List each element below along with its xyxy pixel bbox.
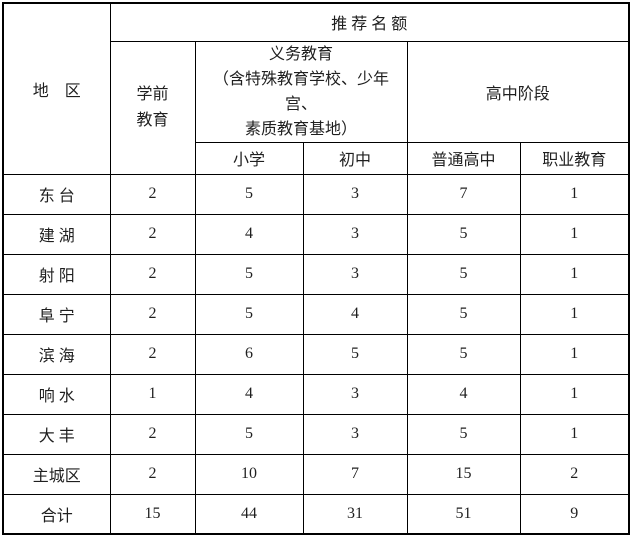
value-cell: 44	[194, 493, 304, 535]
table-row: 射 阳 2 5 3 5 1	[2, 253, 630, 295]
value-cell: 1	[519, 413, 630, 455]
region-cell: 东 台	[2, 173, 111, 215]
header-row-2: 学前 教育 义务教育 （含特殊教育学校、少年 宫、 素质教育基地） 高中阶段	[3, 40, 630, 175]
value-cell: 3	[302, 253, 408, 295]
value-cell: 4	[406, 373, 521, 415]
header-highschool-stage: 高中阶段	[406, 40, 630, 143]
header-quota: 推 荐 名 额	[109, 2, 630, 42]
value-cell: 1	[519, 213, 630, 255]
header-region: 地 区	[2, 2, 111, 175]
header-vocational: 职业教育	[519, 141, 630, 175]
value-cell: 5	[194, 413, 304, 455]
value-cell: 1	[519, 253, 630, 295]
value-cell: 5	[406, 333, 521, 375]
value-cell: 5	[194, 253, 304, 295]
value-cell: 51	[406, 493, 521, 535]
value-cell: 5	[406, 213, 521, 255]
header-junior-high: 初中	[302, 141, 408, 175]
value-cell: 1	[109, 373, 196, 415]
value-cell: 31	[302, 493, 408, 535]
region-cell: 射 阳	[2, 253, 111, 295]
header-primary-school: 小学	[194, 141, 304, 175]
value-cell: 2	[109, 213, 196, 255]
region-cell: 响 水	[2, 373, 111, 415]
header-preschool: 学前 教育	[109, 40, 196, 175]
region-cell: 大 丰	[2, 413, 111, 455]
region-cell: 滨 海	[2, 333, 111, 375]
value-cell: 2	[109, 173, 196, 215]
table-row: 大 丰 2 5 3 5 1	[2, 413, 630, 455]
value-cell: 4	[194, 213, 304, 255]
value-cell: 6	[194, 333, 304, 375]
value-cell: 5	[302, 333, 408, 375]
header-compulsory-education: 义务教育 （含特殊教育学校、少年 宫、 素质教育基地）	[194, 40, 408, 143]
table-row-total: 合计 15 44 31 51 9	[2, 493, 630, 535]
value-cell: 2	[519, 453, 630, 495]
value-cell: 3	[302, 373, 408, 415]
value-cell: 3	[302, 213, 408, 255]
value-cell: 2	[109, 253, 196, 295]
region-cell: 建 湖	[2, 213, 111, 255]
header-regular-high: 普通高中	[406, 141, 521, 175]
value-cell: 7	[406, 173, 521, 215]
value-cell: 5	[194, 173, 304, 215]
value-cell: 2	[109, 453, 196, 495]
table-row: 主城区 2 10 7 15 2	[2, 453, 630, 495]
value-cell: 5	[406, 413, 521, 455]
region-cell: 阜 宁	[2, 293, 111, 335]
table-row: 响 水 1 4 3 4 1	[2, 373, 630, 415]
value-cell: 2	[109, 413, 196, 455]
value-cell: 1	[519, 373, 630, 415]
table-row: 滨 海 2 6 5 5 1	[2, 333, 630, 375]
value-cell: 7	[302, 453, 408, 495]
value-cell: 1	[519, 173, 630, 215]
header-row-3: 小学 初中 普通高中 职业教育	[3, 141, 630, 175]
region-cell: 主城区	[2, 453, 111, 495]
value-cell: 5	[406, 293, 521, 335]
value-cell: 1	[519, 333, 630, 375]
value-cell: 2	[109, 333, 196, 375]
value-cell: 1	[519, 293, 630, 335]
value-cell: 3	[302, 413, 408, 455]
value-cell: 5	[194, 293, 304, 335]
value-cell: 4	[302, 293, 408, 335]
value-cell: 15	[109, 493, 196, 535]
table-row: 东 台 2 5 3 7 1	[2, 173, 630, 215]
value-cell: 15	[406, 453, 521, 495]
value-cell: 2	[109, 293, 196, 335]
table-row: 阜 宁 2 5 4 5 1	[2, 293, 630, 335]
header-row-1: 地 区 推 荐 名 额	[2, 2, 630, 175]
table-row: 建 湖 2 4 3 5 1	[2, 213, 630, 255]
value-cell: 10	[194, 453, 304, 495]
value-cell: 5	[406, 253, 521, 295]
value-cell: 9	[519, 493, 630, 535]
value-cell: 3	[302, 173, 408, 215]
value-cell: 4	[194, 373, 304, 415]
region-cell: 合计	[2, 493, 111, 535]
